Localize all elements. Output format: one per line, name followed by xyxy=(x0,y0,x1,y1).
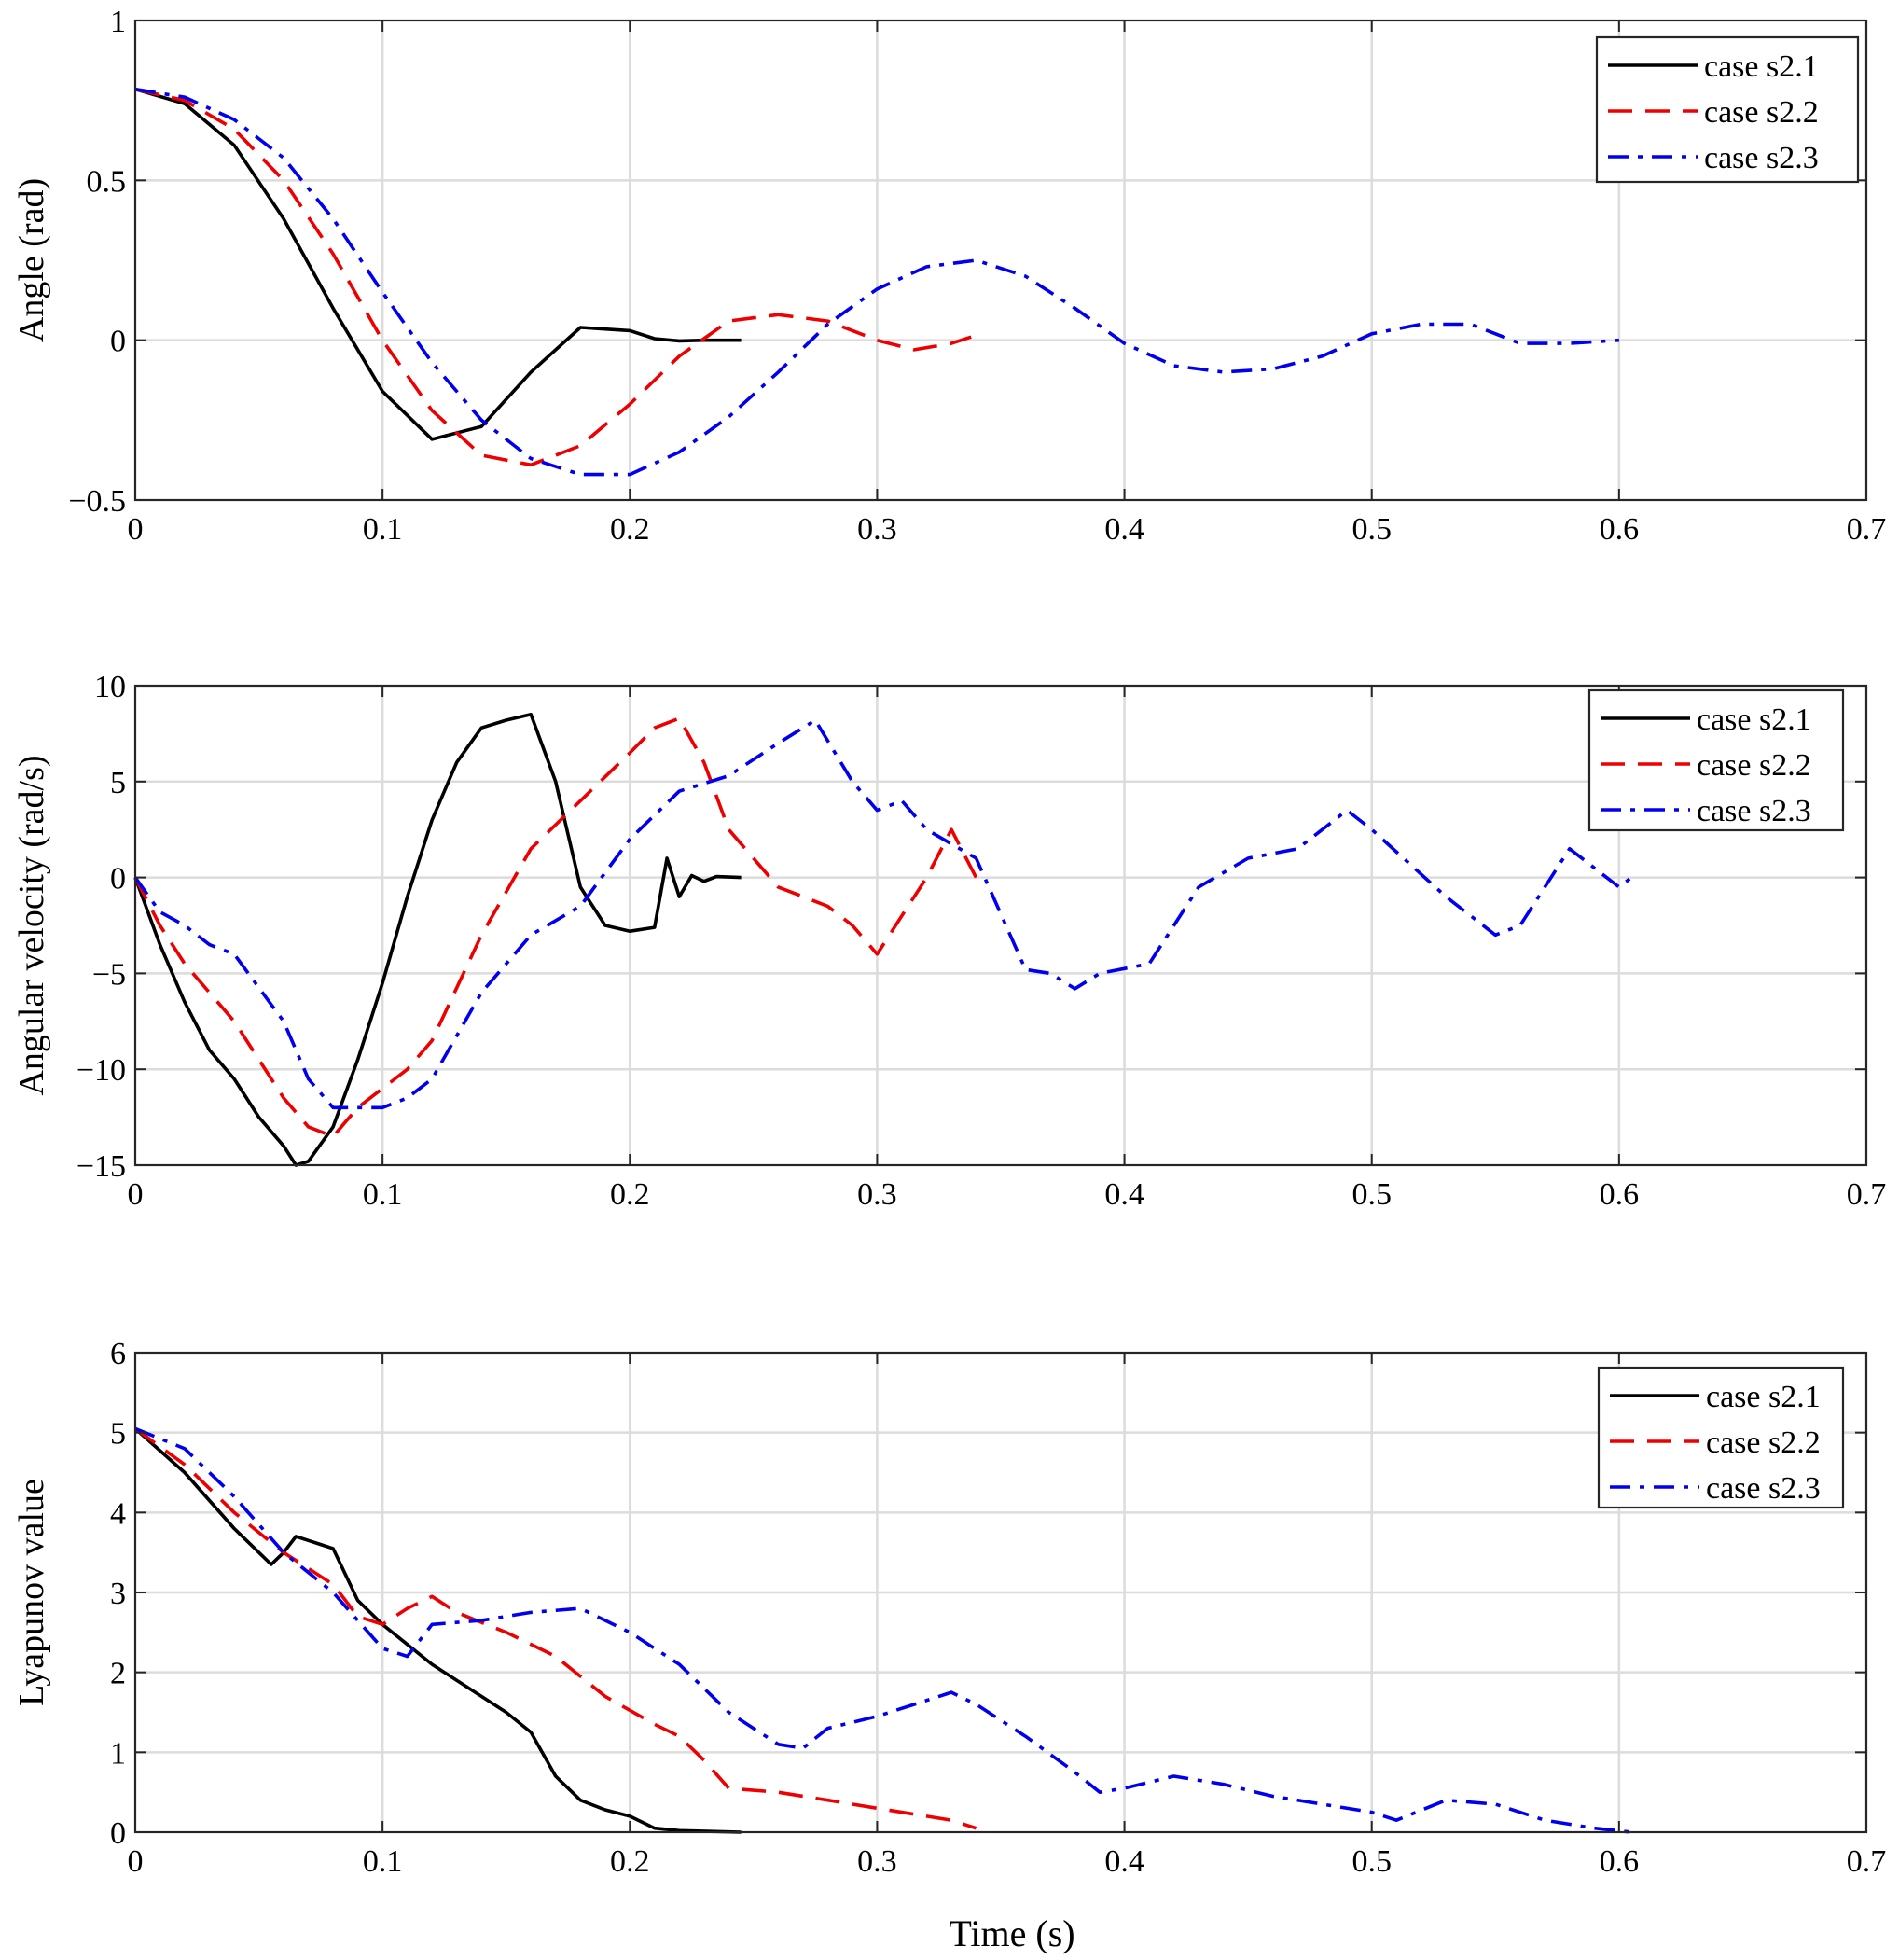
axes-box xyxy=(133,19,1868,502)
y-tick-label: 3 xyxy=(110,1577,126,1611)
series-line-case-s2-2 xyxy=(134,87,972,467)
y-axis-label: Angle (rad) xyxy=(12,178,51,342)
series-line-case-s2-2 xyxy=(133,1426,977,1830)
y-tick-label: 0 xyxy=(110,325,126,359)
x-tick-label: 0.1 xyxy=(363,1844,403,1879)
y-tick-label: 0.5 xyxy=(87,164,127,199)
y-tick-label: −15 xyxy=(76,1149,126,1184)
x-tick-label: 0.2 xyxy=(610,1844,650,1879)
y-tick-label: 0 xyxy=(110,862,126,897)
x-tick-label: 0 xyxy=(128,1177,144,1212)
x-tick-label: 0.4 xyxy=(1104,512,1144,547)
x-tick-label: 0.7 xyxy=(1847,512,1887,547)
legend-label: case s2.2 xyxy=(1697,748,1811,783)
x-tick-label: 0.7 xyxy=(1847,1177,1887,1212)
y-tick-label: 4 xyxy=(110,1496,126,1531)
x-tick-label: 0.2 xyxy=(610,1177,650,1212)
series-line-case-s2-1 xyxy=(134,87,742,441)
y-tick-label: −0.5 xyxy=(68,484,126,519)
series-line-case-s2-3 xyxy=(134,1426,1632,1834)
y-axis-label: Angular velocity (rad/s) xyxy=(12,755,51,1095)
x-tick-label: 0.1 xyxy=(363,512,403,547)
legend-label: case s2.2 xyxy=(1704,95,1819,130)
y-tick-label: 6 xyxy=(110,1337,126,1371)
x-tick-label: 0.5 xyxy=(1351,512,1392,547)
lyapunov-panel: 0 0.1 0.2 0.3 0.4 0.5 0.6 0.7 0 1 2 3 4 5 6 Lyapunov va… xyxy=(12,1337,1886,1879)
y-tick-label: −5 xyxy=(92,957,126,992)
x-tick-label: 0.1 xyxy=(363,1177,403,1212)
legend-box xyxy=(1587,688,1845,832)
x-tick-label: 0.4 xyxy=(1104,1844,1144,1879)
y-axis-label: Lyapunov value xyxy=(12,1479,51,1706)
y-tick-label: 2 xyxy=(110,1657,126,1691)
x-tick-label: 0 xyxy=(128,1844,144,1879)
x-tick-label: 0.4 xyxy=(1104,1177,1144,1212)
legend-label: case s2.2 xyxy=(1706,1425,1821,1460)
x-tick-label: 0.5 xyxy=(1351,1177,1392,1212)
x-tick-label: 0.3 xyxy=(857,1844,897,1879)
x-tick-label: 0.6 xyxy=(1600,512,1640,547)
x-tick-label: 0.6 xyxy=(1600,1177,1640,1212)
angular-velocity-panel: 0 0.1 0.2 0.3 0.4 0.5 0.6 0.7 −15 −10 −5 0 5 10 Angula… xyxy=(12,670,1886,1212)
x-axis-label: Time (s) xyxy=(949,1912,1074,1954)
series-line-case-s2-3 xyxy=(133,718,1633,1110)
x-tick-label: 0.3 xyxy=(857,512,897,547)
y-tick-label: −10 xyxy=(76,1053,126,1088)
legend-label: case s2.3 xyxy=(1704,141,1819,175)
legend-label: case s2.3 xyxy=(1697,794,1811,828)
series-line-case-s2-2 xyxy=(133,716,978,1138)
series-line-case-s2-1 xyxy=(133,713,742,1167)
plot-area xyxy=(135,21,1866,500)
legend-label: case s2.1 xyxy=(1706,1380,1821,1414)
axes-box xyxy=(133,684,1868,1167)
x-tick-label: 0.6 xyxy=(1600,1844,1640,1879)
x-tick-label: 0.7 xyxy=(1847,1844,1887,1879)
x-tick-label: 0.5 xyxy=(1351,1844,1392,1879)
y-tick-label: 1 xyxy=(110,1736,126,1771)
legend-label: case s2.1 xyxy=(1704,49,1819,84)
legend-label: case s2.1 xyxy=(1697,702,1811,737)
y-tick-label: 0 xyxy=(110,1816,126,1851)
legend-box xyxy=(1597,1366,1845,1509)
y-tick-label: 5 xyxy=(110,1417,126,1452)
legend-label: case s2.3 xyxy=(1706,1471,1821,1506)
y-tick-label: 5 xyxy=(110,766,126,800)
y-tick-label: 10 xyxy=(94,670,126,704)
x-tick-label: 0 xyxy=(128,512,144,547)
x-tick-label: 0.3 xyxy=(857,1177,897,1212)
series-line-case-s2-3 xyxy=(134,87,1620,477)
x-tick-label: 0.2 xyxy=(610,512,650,547)
y-tick-label: 1 xyxy=(110,5,126,39)
